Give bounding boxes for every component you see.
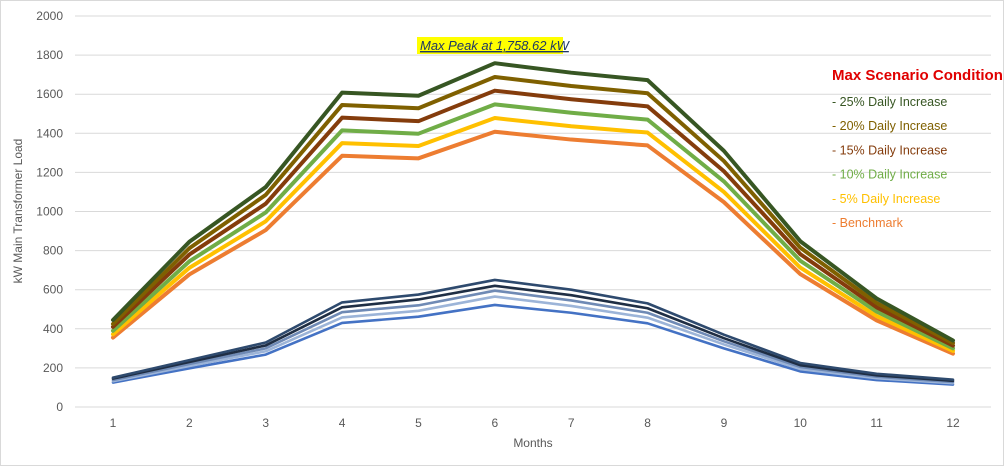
- x-tick-label: 2: [186, 416, 193, 430]
- y-tick-label: 1000: [36, 205, 63, 219]
- series-line-1: [111, 74, 955, 346]
- y-tick-label: 200: [43, 361, 63, 375]
- x-tick-label: 5: [415, 416, 422, 430]
- x-tick-label: 10: [794, 416, 808, 430]
- series-line-5: [111, 129, 955, 356]
- y-tick-label: 1600: [36, 87, 63, 101]
- y-tick-labels: 0 200 400 600 800 1000 1200 1400 1600 1800 2000: [36, 9, 63, 414]
- series-line-2: [111, 88, 955, 348]
- series-line-6: [111, 278, 955, 381]
- x-tick-label: 11: [870, 416, 883, 430]
- legend-item: - 25% Daily Increase: [832, 95, 947, 109]
- annotation-text: Max Peak at 1,758.62 kW: [420, 38, 571, 53]
- x-tick-label: 1: [110, 416, 117, 430]
- y-tick-label: 1800: [36, 48, 63, 62]
- series-line-0: [111, 61, 955, 343]
- legend-item: - 5% Daily Increase: [832, 192, 940, 206]
- annotation-highlight: [417, 37, 563, 54]
- y-tick-label: 1400: [36, 126, 63, 140]
- series-line-7: [111, 284, 955, 383]
- series-lines: [111, 61, 955, 386]
- series-line-4: [111, 116, 955, 353]
- legend-item: - 10% Daily Increase: [832, 168, 947, 182]
- series-line-3: [111, 102, 955, 351]
- y-tick-label: 800: [43, 244, 63, 258]
- series-line-9: [111, 295, 955, 385]
- y-tick-label: 400: [43, 322, 63, 336]
- x-tick-label: 7: [568, 416, 575, 430]
- legend-title: Max Scenario Condition: [832, 67, 1003, 84]
- x-tick-label: 8: [644, 416, 651, 430]
- legend-item: - 20% Daily Increase: [832, 119, 947, 133]
- x-tick-label: 4: [339, 416, 346, 430]
- y-axis-title: kW Main Transformer Load: [11, 139, 25, 284]
- x-tick-label: 3: [262, 416, 269, 430]
- x-tick-label: 9: [721, 416, 728, 430]
- x-tick-label: 12: [946, 416, 960, 430]
- max-peak-annotation: Max Peak at 1,758.62 kW: [417, 37, 571, 54]
- y-tick-label: 0: [56, 400, 63, 414]
- y-tick-label: 1200: [36, 165, 63, 179]
- series-line-10: [111, 303, 955, 386]
- series-line-8: [111, 289, 955, 384]
- legend-item: - Benchmark: [832, 216, 904, 230]
- y-tick-label: 2000: [36, 9, 63, 23]
- y-tick-label: 600: [43, 283, 63, 297]
- legend: - 25% Daily Increase - 20% Daily Increase…: [832, 95, 947, 230]
- x-tick-labels: 1 2 3 4 5 6 7 8 9 10 11 12: [110, 416, 960, 430]
- x-axis-title: Months: [513, 436, 552, 450]
- legend-item: - 15% Daily Increase: [832, 143, 947, 157]
- x-tick-label: 6: [491, 416, 498, 430]
